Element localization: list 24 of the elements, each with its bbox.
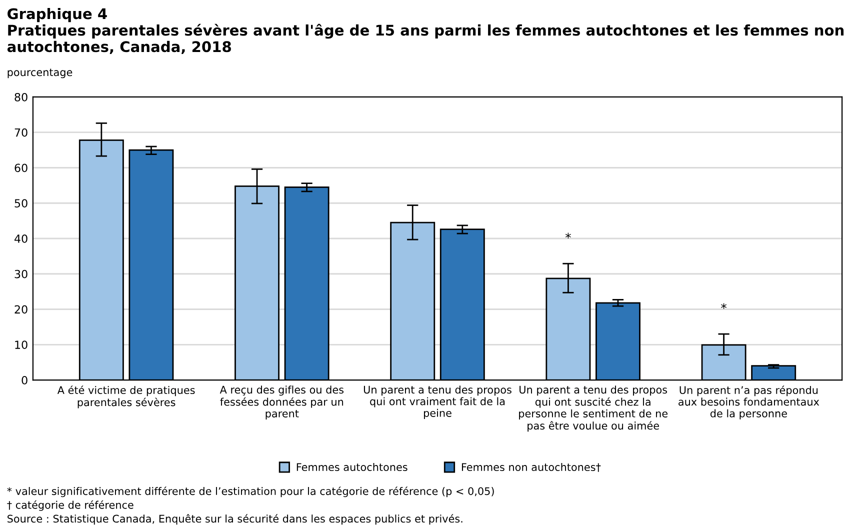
x-tick-label: Un parent n’a pas répondu aux besoins fondamentaux de la personne <box>678 386 820 420</box>
data-label: * <box>565 232 571 238</box>
legend-label: Femmes autochtones <box>296 462 408 472</box>
x-tick-label: A reçu des gifles ou des fessées données par un parent <box>220 386 344 420</box>
text: † catégorie de référence <box>7 500 134 511</box>
y-tick-label: 20 <box>14 305 28 314</box>
y-tick-label: 0 <box>22 376 28 384</box>
x-tick-label: Un parent a tenu des propos qui ont suscité chez la personne le sentiment de ne pas être voulue ou aimée <box>519 386 668 432</box>
chart-title: Graphique 4 <box>8 8 107 22</box>
x-tick-label: Un parent a tenu des propos qui ont vraiment fait de la peine <box>364 386 512 419</box>
legend-label: Femmes non autochtones† <box>462 462 601 472</box>
y-tick-label: 30 <box>14 270 28 278</box>
y-tick-label: 60 <box>14 164 28 172</box>
y-tick-label: 10 <box>15 340 28 350</box>
x-tick-label: A été victime de pratiques parentales sévères <box>57 386 195 408</box>
text: * valeur significativement différente de l’estimation pour la catégorie de référence (p < 0,05) <box>7 486 494 498</box>
source-note: Source : Statistique Canada, Enquête sur la sécurité dans les espaces publics et privés. <box>8 514 462 525</box>
y-tick-label: 40 <box>14 234 28 243</box>
data-label: * <box>721 303 727 309</box>
y-tick-label: 80 <box>14 92 28 102</box>
y-axis-title: pourcentage <box>8 68 72 78</box>
chart-subtitle: Pratiques parentales sévères avant l'âge de 15 ans parmi les femmes autochtones et les femmes non autochtones, Canada, 2018 <box>7 24 844 54</box>
y-tick-label: 70 <box>14 128 28 137</box>
y-tick-label: 50 <box>14 199 28 208</box>
